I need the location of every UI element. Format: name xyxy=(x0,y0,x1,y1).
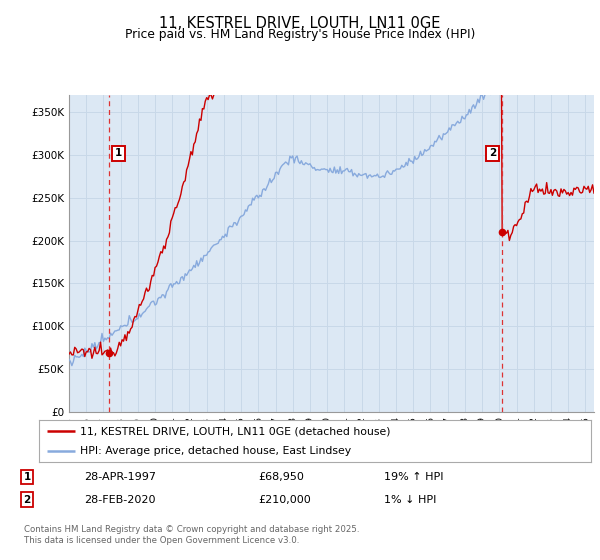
Text: 28-FEB-2020: 28-FEB-2020 xyxy=(84,494,155,505)
Text: £68,950: £68,950 xyxy=(258,472,304,482)
Text: 11, KESTREL DRIVE, LOUTH, LN11 0GE (detached house): 11, KESTREL DRIVE, LOUTH, LN11 0GE (deta… xyxy=(80,426,391,436)
Text: 19% ↑ HPI: 19% ↑ HPI xyxy=(384,472,443,482)
Text: 1: 1 xyxy=(23,472,31,482)
Text: 28-APR-1997: 28-APR-1997 xyxy=(84,472,156,482)
Text: HPI: Average price, detached house, East Lindsey: HPI: Average price, detached house, East… xyxy=(80,446,352,456)
Text: Price paid vs. HM Land Registry's House Price Index (HPI): Price paid vs. HM Land Registry's House … xyxy=(125,28,475,41)
Text: 2: 2 xyxy=(23,494,31,505)
Text: £210,000: £210,000 xyxy=(258,494,311,505)
Text: 11, KESTREL DRIVE, LOUTH, LN11 0GE: 11, KESTREL DRIVE, LOUTH, LN11 0GE xyxy=(160,16,440,31)
Text: 2: 2 xyxy=(489,148,496,158)
Text: Contains HM Land Registry data © Crown copyright and database right 2025.
This d: Contains HM Land Registry data © Crown c… xyxy=(24,525,359,545)
Text: 1% ↓ HPI: 1% ↓ HPI xyxy=(384,494,436,505)
Text: 1: 1 xyxy=(115,148,122,158)
